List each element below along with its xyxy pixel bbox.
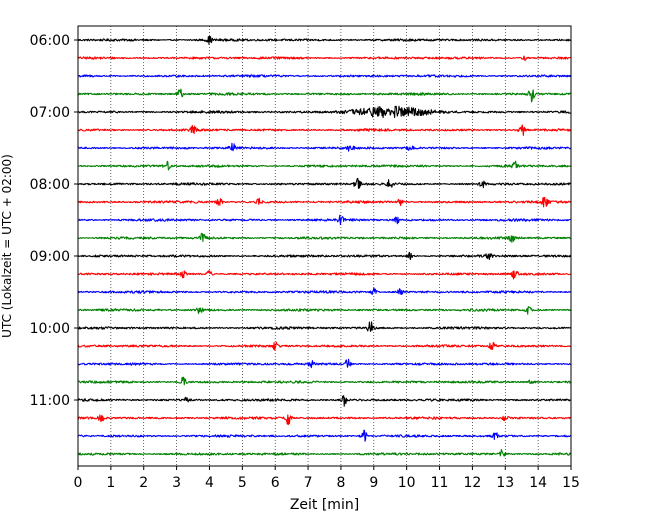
y-tick-label: 08:00 [30,177,70,193]
x-tick-label: 13 [496,475,514,491]
x-tick-label: 7 [304,475,313,491]
y-tick-label: 11:00 [30,393,70,409]
x-tick-label: 6 [271,475,280,491]
x-tick-label: 12 [463,475,481,491]
seismic-trace [77,88,572,103]
seismic-trace [77,395,572,407]
seismic-trace [77,448,572,457]
x-tick-label: 10 [398,475,416,491]
seismic-trace [77,321,572,332]
x-axis-label: Zeit [min] [290,497,359,513]
y-axis-ticks: 06:00 07:00 08:00 09:00 10:00 11:00 [30,33,78,409]
seismic-trace [77,74,572,78]
y-axis-label: UTC (Lokalzeit = UTC + 02:00) [0,154,14,338]
seismic-trace [77,270,572,280]
seismic-trace [77,196,572,208]
y-tick-label: 10:00 [30,321,70,337]
seismic-trace [77,232,572,243]
seismic-trace [77,414,572,426]
x-axis-ticks: 0 1 2 3 4 5 6 7 8 9 10 11 12 13 14 15 [74,466,580,491]
seismic-trace [77,306,572,315]
seismic-trace [77,177,572,189]
seismic-trace [77,55,572,62]
x-tick-label: 4 [205,475,214,491]
seismic-trace [77,429,572,442]
y-tick-label: 06:00 [30,33,70,49]
seismic-trace [77,105,572,119]
seismic-trace [77,160,572,171]
x-tick-label: 15 [562,475,580,491]
x-tick-label: 11 [431,475,449,491]
seismic-trace [77,376,572,386]
y-tick-label: 07:00 [30,105,70,121]
seismic-trace [77,341,572,351]
x-tick-label: 0 [74,475,83,491]
x-tick-label: 3 [172,475,181,491]
x-tick-label: 1 [106,475,115,491]
x-tick-label: 9 [369,475,378,491]
seismic-trace [77,287,572,296]
x-tick-label: 14 [529,475,547,491]
x-tick-label: 8 [336,475,345,491]
x-tick-label: 2 [139,475,148,491]
seismic-trace [77,358,572,369]
seismic-trace [77,142,572,152]
seismic-trace [77,251,572,261]
x-tick-label: 5 [238,475,247,491]
seismic-trace [77,35,572,45]
seismic-trace [77,124,572,137]
plot-frame [77,25,572,467]
y-tick-label: 09:00 [30,249,70,265]
trace-layer [77,35,572,457]
grid-lines [110,26,539,466]
seismic-trace [77,214,572,226]
